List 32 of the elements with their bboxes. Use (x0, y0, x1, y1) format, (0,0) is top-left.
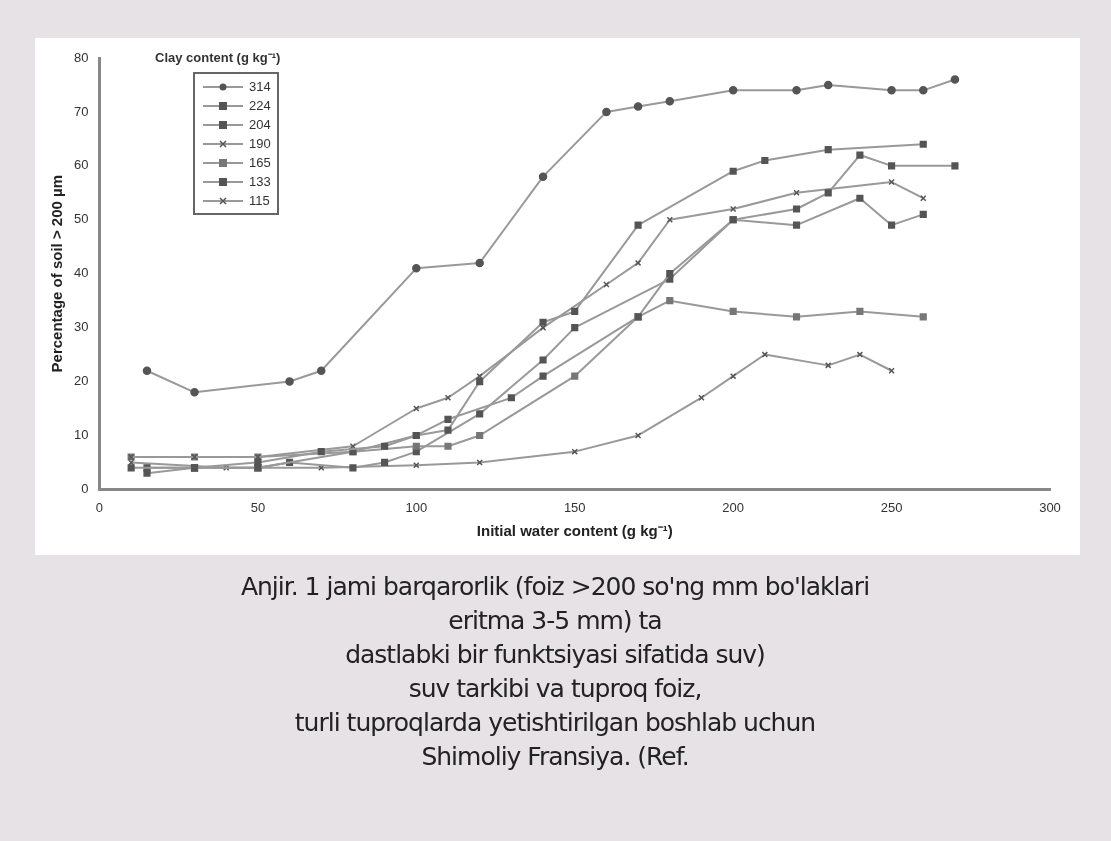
text: Anjir. 1 jami barqarorlik (foiz >200 so'ng mm bo'laklari (239, 571, 871, 603)
legend-label: 133 (249, 174, 271, 189)
y-tick-label: 50 (73, 211, 89, 227)
y-tick-label: 10 (73, 427, 89, 443)
x-tick-label: 100 (405, 499, 428, 515)
x-tick-label: 50 (250, 499, 266, 515)
y-axis-title: Percentage of soil > 200 µm (48, 174, 66, 373)
x-tick-label: 200 (722, 499, 744, 515)
y-tick-label: 40 (73, 265, 89, 281)
legend-label: 190 (249, 136, 271, 151)
legend-label: 204 (249, 117, 271, 132)
text: Shimoliy Fransiya. (Ref. (420, 741, 690, 773)
y-tick-label: 30 (73, 319, 89, 335)
text: eritma 3-5 mm) ta (447, 605, 663, 637)
y-tick-label: 0 (81, 480, 89, 496)
legend-label: 165 (249, 155, 271, 170)
legend-label: 224 (249, 98, 271, 113)
text: dastlabki bir funktsiyasi sifatida suv) (344, 639, 766, 671)
legend-label: 314 (249, 79, 271, 94)
text: suv tarkibi va tuproq foiz, (407, 673, 703, 705)
y-tick-label: 70 (73, 103, 89, 119)
y-tick-label: 20 (73, 373, 89, 389)
x-tick-label: 250 (880, 499, 903, 515)
x-tick-label: 150 (563, 499, 586, 515)
x-tick-label: 0 (95, 499, 104, 515)
text: turli tuproqlarda yetishtirilgan boshlab uchun (293, 707, 817, 739)
legend-title: Clay content (g kg⁻¹) (155, 49, 281, 66)
x-tick-label: 300 (1039, 499, 1061, 515)
legend-label: 115 (249, 193, 270, 208)
y-tick-label: 60 (73, 157, 89, 173)
y-tick-label: 80 (73, 49, 89, 65)
x-axis-title: Initial water content (g kg⁻¹) (476, 522, 673, 540)
